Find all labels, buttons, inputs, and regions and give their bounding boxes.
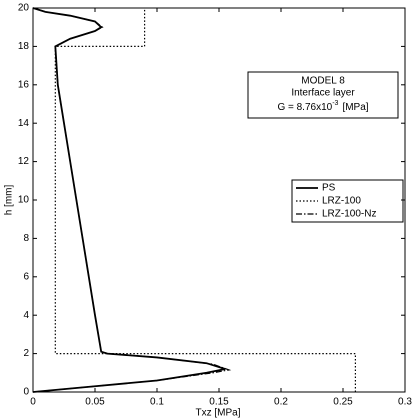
series-line (54, 8, 356, 392)
annotation-text: G = 8.76x10 (277, 102, 332, 113)
series-line (32, 7, 226, 393)
legend-label: LRZ-100-Nz (322, 209, 376, 220)
y-tick-label: 2 (23, 348, 29, 359)
x-axis-label: Txz [MPa] (195, 408, 240, 419)
legend-label: LRZ-100 (322, 196, 361, 207)
x-tick-label: 0.15 (209, 397, 229, 408)
y-tick-label: 20 (18, 3, 30, 14)
y-axis-label: h [mm] (4, 185, 15, 216)
x-tick-label: 0.1 (150, 397, 164, 408)
series-line (32, 7, 232, 393)
x-tick-label: 0.25 (333, 397, 353, 408)
y-tick-label: 16 (18, 79, 30, 90)
y-tick-label: 10 (18, 195, 30, 206)
annotation-exponent: -3 (332, 100, 338, 107)
y-tick-label: 12 (18, 156, 30, 167)
x-tick-label: 0.05 (85, 397, 105, 408)
x-tick-label: 0.2 (274, 397, 288, 408)
y-tick-label: 8 (23, 233, 29, 244)
legend: PS LRZ-100 LRZ-100-Nz (291, 179, 404, 223)
annotation: MODEL 8 (301, 76, 345, 87)
x-tick-label: 0.3 (398, 397, 412, 408)
legend-label: PS (322, 183, 336, 194)
annotation-box (247, 71, 399, 119)
y-tick-label: 6 (23, 271, 29, 282)
annotation: G = 8.76x10-3 [MPa] (277, 100, 368, 113)
y-tick-label: 18 (18, 41, 30, 52)
x-tick-label: 0 (30, 397, 36, 408)
y-tick-label: 4 (23, 310, 29, 321)
y-tick-label: 0 (23, 387, 29, 398)
annotation: Interface layer (291, 88, 355, 99)
y-tick-label: 14 (18, 118, 30, 129)
annotation-unit: [MPa] (342, 102, 368, 113)
